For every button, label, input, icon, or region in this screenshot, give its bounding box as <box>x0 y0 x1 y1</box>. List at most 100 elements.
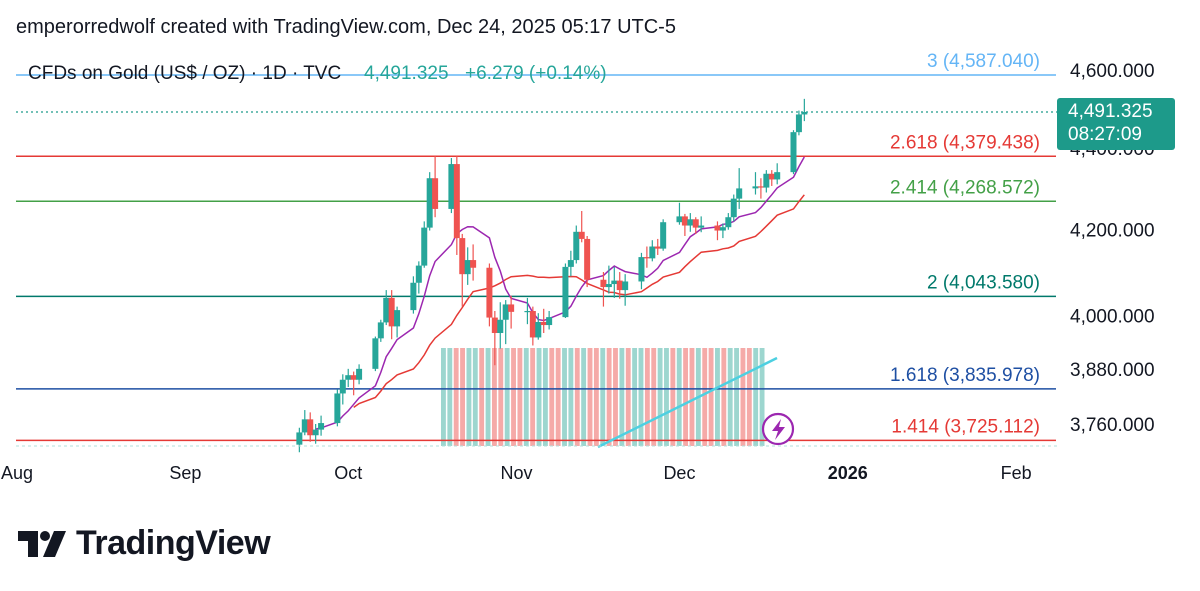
volume-bar <box>734 348 740 446</box>
candle <box>546 310 553 330</box>
candle <box>752 172 759 195</box>
y-tick-label: 4,600.000 <box>1070 61 1155 82</box>
tradingview-logo[interactable]: TradingView <box>18 524 271 563</box>
candle-body <box>649 246 656 259</box>
candle-body <box>383 297 390 323</box>
candle-body <box>334 393 341 424</box>
volume-bar <box>746 348 752 446</box>
volume-bar <box>613 348 618 446</box>
volume-bar <box>472 348 478 446</box>
candle <box>790 130 797 175</box>
candle <box>459 233 466 307</box>
volume-bar <box>715 348 720 446</box>
volume-bar <box>759 348 765 446</box>
candle <box>426 172 433 231</box>
candle-body <box>459 238 466 275</box>
volume-bar <box>491 348 497 446</box>
candle <box>768 170 775 186</box>
x-tick-label: Dec <box>663 463 695 483</box>
lightning-icon[interactable] <box>761 412 795 446</box>
candle <box>540 308 547 334</box>
volume-bar <box>683 348 689 446</box>
candle <box>801 98 808 122</box>
y-tick-label: 3,880.000 <box>1070 360 1155 381</box>
candle <box>562 263 569 319</box>
candle <box>301 410 308 436</box>
symbol-change: +6.279 (+0.14%) <box>465 63 607 84</box>
candle <box>356 364 363 385</box>
fib-label-2.618: 2.618 (4,379.438) <box>890 132 1040 153</box>
fib-label-2.414: 2.414 (4,268.572) <box>890 177 1040 198</box>
x-tick-label: Sep <box>169 463 201 483</box>
candle-body <box>714 225 721 231</box>
volume-bar <box>562 348 567 446</box>
volume-bar <box>498 348 504 446</box>
trendline[interactable] <box>597 356 778 449</box>
last-price-badge: 4,491.325 08:27:09 <box>1057 98 1175 150</box>
candle-body <box>486 267 493 318</box>
candle-body <box>448 164 455 209</box>
candle-body <box>432 178 439 209</box>
candle <box>312 424 319 444</box>
candle-body <box>578 231 585 239</box>
candle <box>763 170 770 193</box>
candle-body <box>318 423 325 430</box>
candle-body <box>508 304 515 312</box>
volume-bar <box>670 348 676 446</box>
candle <box>296 427 303 453</box>
tradingview-logo-text: TradingView <box>76 524 271 562</box>
volume-bar <box>460 348 465 446</box>
candle-body <box>470 260 477 268</box>
candle <box>383 290 390 326</box>
volume-bar <box>689 348 695 446</box>
candle-body <box>529 310 536 338</box>
candle <box>372 336 379 372</box>
volume-bar <box>466 348 472 446</box>
volume-bar <box>664 348 669 446</box>
volume-bar <box>708 348 714 446</box>
candle-body <box>296 432 303 445</box>
candle <box>524 297 531 325</box>
candle-body <box>562 266 569 318</box>
candle-body <box>795 114 802 133</box>
candle-body <box>394 310 401 327</box>
candle-body <box>774 172 781 180</box>
candle <box>453 156 460 255</box>
candle-body <box>415 265 422 283</box>
symbol-name: CFDs on Gold (US$ / OZ) · 1D · TVC <box>28 63 341 84</box>
attribution-text: emperorredwolf created with TradingView.… <box>16 16 676 38</box>
candle <box>318 415 325 436</box>
candle <box>350 371 357 396</box>
volume-bar <box>625 348 631 446</box>
fib-label-1.414: 1.414 (3,725.112) <box>891 416 1040 437</box>
candle-body <box>643 257 650 259</box>
fib-label-2: 2 (4,043.580) <box>927 272 1040 293</box>
fib-extension-levels: 3 (4,587.040) 2.618 (4,379.438) 2.414 (4,2… <box>16 51 1056 442</box>
y-tick-label: 4,000.000 <box>1070 306 1155 327</box>
candle-body <box>752 186 759 189</box>
volume-bar <box>530 348 536 446</box>
candle-body <box>681 216 688 226</box>
volume-bar <box>740 348 746 446</box>
candle-body <box>719 227 726 231</box>
volume-bar <box>479 348 485 446</box>
candle <box>415 261 422 294</box>
candle <box>394 306 401 338</box>
ma-slow-line <box>353 194 805 409</box>
symbol-info: CFDs on Gold (US$ / OZ) · 1D · TVC 4,491… <box>28 63 607 84</box>
volume-bar <box>632 348 638 446</box>
candle <box>643 246 650 268</box>
y-tick-label: 4,200.000 <box>1070 221 1155 242</box>
volume-bar <box>542 348 548 446</box>
candle <box>497 302 504 349</box>
candle <box>464 247 471 285</box>
candle <box>654 238 661 255</box>
candle <box>730 194 737 222</box>
candle-body <box>605 284 612 288</box>
fib-label-1.618: 1.618 (3,835.978) <box>890 365 1040 386</box>
candle <box>725 213 732 230</box>
candle-body <box>421 227 428 266</box>
volume-bar <box>721 348 727 446</box>
volume-bar <box>517 348 523 446</box>
